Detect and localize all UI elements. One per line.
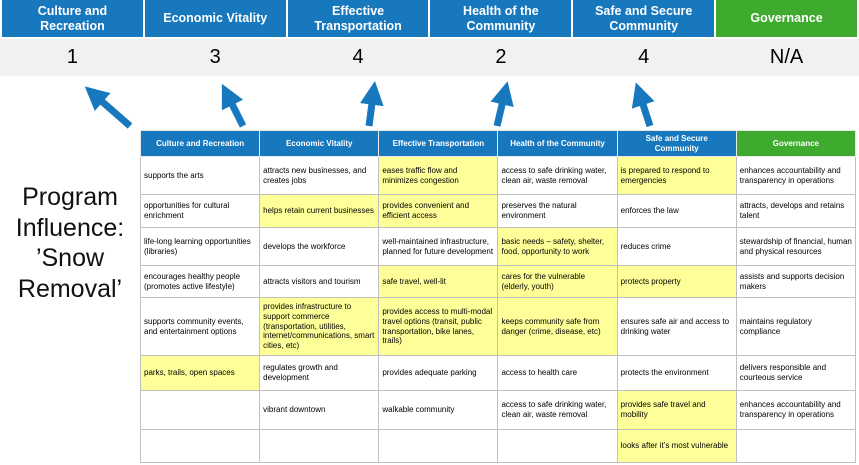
matrix-cell: enforces the law	[616, 194, 737, 228]
matrix-cell: vibrant downtown	[259, 390, 380, 430]
matrix-cell: protects property	[616, 265, 737, 298]
influence-arrows	[84, 81, 655, 129]
matrix-cell: stewardship of financial, human and phys…	[735, 227, 857, 266]
matrix-row: supports community events, and entertain…	[139, 297, 857, 356]
matrix-row: parks, trails, open spaces regulates grow…	[139, 355, 857, 391]
matrix-cell: maintains regulatory compliance	[735, 297, 857, 356]
pillar-header-economic-vitality: Economic Vitality	[144, 0, 286, 37]
matrix-cell: assists and supports decision makers	[735, 265, 857, 298]
matrix-cell: provides infrastructure to support comme…	[259, 297, 380, 356]
matrix-cell: encourages healthy people (promotes acti…	[139, 265, 261, 298]
matrix-cell: attracts, develops and retains talent	[735, 194, 857, 228]
matrix-cell: is prepared to respond to emergencies	[616, 156, 737, 195]
influence-arrow	[490, 81, 514, 127]
matrix-header: Culture and Recreation	[139, 130, 261, 157]
matrix-cell: access to health care	[497, 355, 618, 391]
matrix-header: Effective Transportation	[378, 130, 499, 157]
matrix-cell: supports community events, and entertain…	[139, 297, 261, 356]
pillar-header-culture-and-recreation: Culture and Recreation	[2, 0, 143, 37]
pillar-header-effective-transportation: Effective Transportation	[287, 0, 429, 37]
influence-arrow	[631, 82, 655, 128]
matrix-cell: well-maintained infrastructure, planned …	[378, 227, 499, 266]
program-influence-label: Program Influence: ’Snow Removal’	[15, 183, 125, 303]
matrix-cell: provides convenient and efficient access	[378, 194, 499, 228]
influence-matrix: Culture and Recreation Economic Vitality E…	[139, 130, 857, 463]
matrix-cell: delivers responsible and courteous servi…	[735, 355, 857, 391]
matrix-header: Health of the Community	[497, 130, 618, 157]
matrix-row: supports the arts attracts new businesses…	[139, 156, 857, 195]
matrix-cell: eases traffic flow and minimizes congest…	[378, 156, 499, 195]
matrix-wrap: Culture and Recreation Economic Vitality E…	[139, 130, 857, 463]
pillar-score-health-of-the-community: 2	[495, 46, 507, 68]
matrix-header: Governance	[735, 130, 857, 157]
matrix-header: Safe and Secure Community	[616, 130, 737, 157]
matrix-cell	[139, 429, 261, 463]
matrix-cell: provides safe travel and mobility	[616, 390, 737, 430]
matrix-cell: parks, trails, open spaces	[139, 355, 261, 391]
matrix-cell	[735, 429, 857, 463]
matrix-cell	[497, 429, 618, 463]
matrix-cell: supports the arts	[139, 156, 261, 195]
matrix-row: opportunities for cultural enrichment hel…	[139, 194, 857, 228]
pillar-header-row: Culture and Recreation Economic Vitality…	[0, 0, 859, 37]
matrix-cell: protects the environment	[616, 355, 737, 391]
matrix-row: life-long learning opportunities (librar…	[139, 227, 857, 266]
matrix-cell: safe travel, well-lit	[378, 265, 499, 298]
pillar-header-safe-and-secure-community: Safe and Secure Community	[573, 0, 715, 37]
matrix-cell: enhances accountability and transparency…	[735, 390, 857, 430]
matrix-cell: attracts new businesses, and creates job…	[259, 156, 380, 195]
influence-arrow	[360, 81, 384, 127]
matrix-header: Economic Vitality	[259, 130, 380, 157]
matrix-row: vibrant downtown walkable community access…	[139, 390, 857, 430]
matrix-cell: enhances accountability and transparency…	[735, 156, 857, 195]
matrix-cell: develops the workforce	[259, 227, 380, 266]
matrix-cell: cares for the vulnerable (elderly, youth…	[497, 265, 618, 298]
matrix-row: looks after it’s most vulnerable	[139, 429, 857, 463]
matrix-row: encourages healthy people (promotes acti…	[139, 265, 857, 298]
pillar-header-governance: Governance	[716, 0, 857, 37]
matrix-cell: walkable community	[378, 390, 499, 430]
matrix-cell: provides adequate parking	[378, 355, 499, 391]
matrix-cell: access to safe drinking water, clean air…	[497, 156, 618, 195]
pillar-score-culture-and-recreation: 1	[66, 46, 78, 68]
matrix-cell: looks after it’s most vulnerable	[616, 429, 737, 463]
matrix-cell: basic needs – safety, shelter, food, opp…	[497, 227, 618, 266]
matrix-cell: ensures safe air and access to drinking …	[616, 297, 737, 356]
score-row: 1 3 4 2 4 N/A	[0, 39, 859, 76]
matrix-cell	[139, 390, 261, 430]
matrix-cell: helps retain current businesses	[259, 194, 380, 228]
matrix-cell: keeps community safe from danger (crime,…	[497, 297, 618, 356]
influence-arrow	[84, 86, 133, 129]
pillar-score-governance: N/A	[769, 46, 804, 68]
matrix-cell: provides access to multi-modal travel op…	[378, 297, 499, 356]
matrix-cell: life-long learning opportunities (librar…	[139, 227, 261, 266]
matrix-cell: attracts visitors and tourism	[259, 265, 380, 298]
influence-arrow	[221, 83, 247, 128]
matrix-cell: access to safe drinking water, clean air…	[497, 390, 618, 430]
matrix-cell: reduces crime	[616, 227, 737, 266]
matrix-cell: preserves the natural environment	[497, 194, 618, 228]
matrix-cell	[378, 429, 499, 463]
matrix-cell: opportunities for cultural enrichment	[139, 194, 261, 228]
matrix-cell	[259, 429, 380, 463]
pillar-score-effective-transportation: 4	[352, 46, 364, 68]
matrix-cell: regulates growth and development	[259, 355, 380, 391]
pillar-score-economic-vitality: 3	[209, 46, 221, 68]
pillar-header-health-of-the-community: Health of the Community	[430, 0, 572, 37]
pillar-score-safe-and-secure-community: 4	[638, 46, 650, 68]
